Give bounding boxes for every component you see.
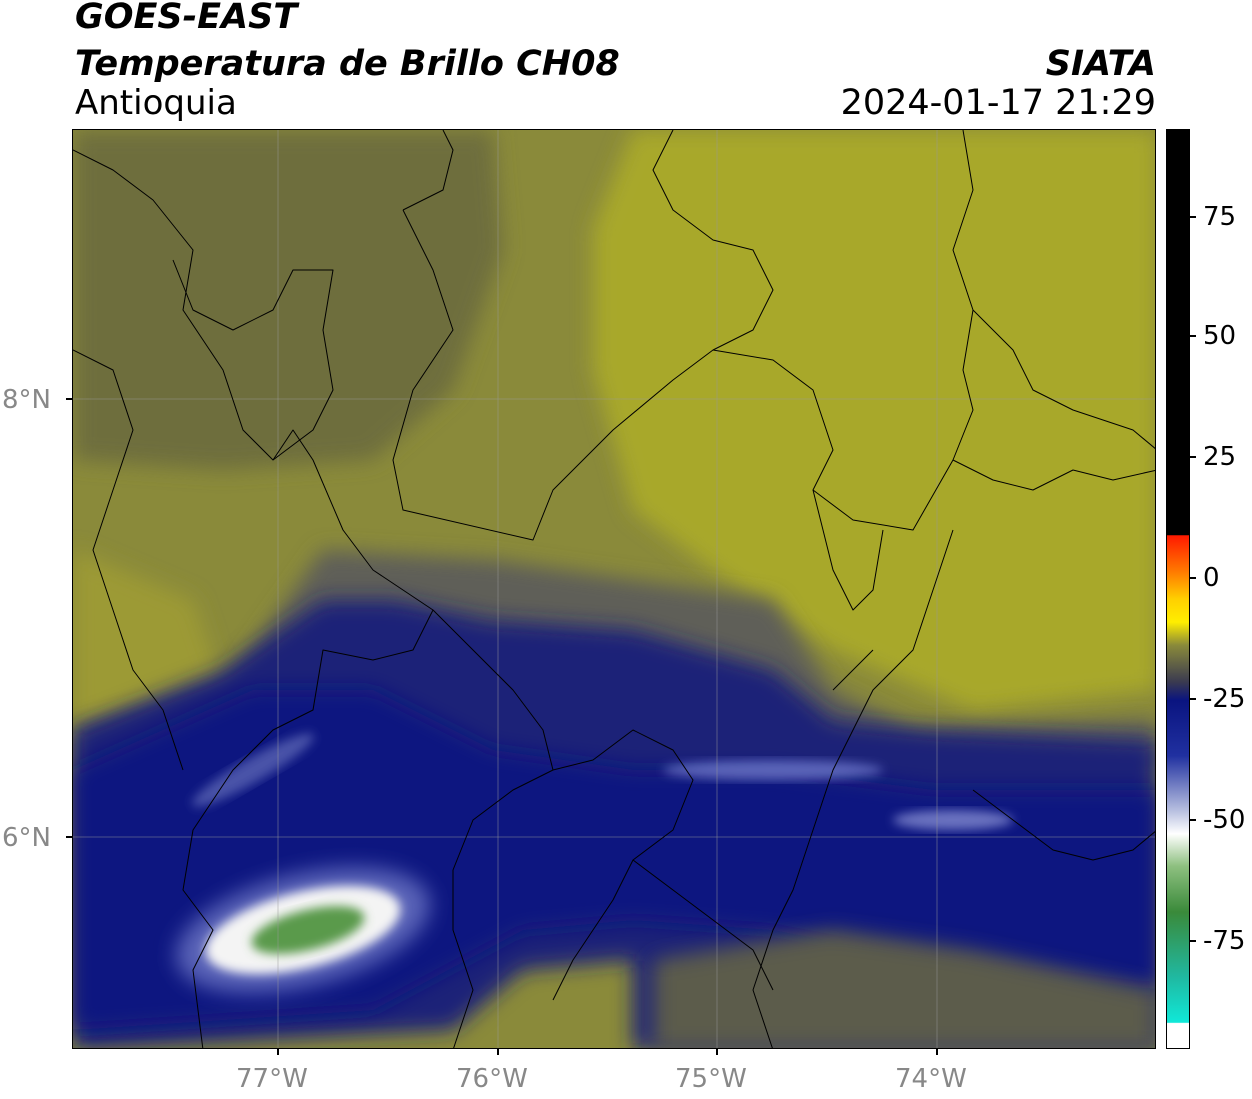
- border-risaralda: [632, 859, 774, 991]
- border-fragment: [832, 649, 874, 691]
- cb-label-minus75: -75: [1203, 926, 1246, 956]
- lon-tick-74w: [936, 1049, 938, 1055]
- lon-label-74w: 74°W: [895, 1064, 967, 1094]
- title-satellite: GOES-EAST: [75, 0, 298, 37]
- cb-tick-75: [1190, 216, 1196, 218]
- cb-label-50: 50: [1203, 321, 1237, 351]
- colorbar: [1166, 129, 1190, 1049]
- lat-tick-8n: [66, 398, 72, 400]
- coastline-gulf-uraba: [172, 259, 334, 461]
- border-antioquia-east: [752, 529, 954, 1048]
- lat-label-8n: 8°N: [2, 385, 51, 415]
- border-bolivar: [712, 130, 974, 531]
- border-east: [952, 459, 1155, 491]
- lat-label-6n: 6°N: [2, 823, 51, 853]
- graticule: [73, 130, 1155, 1048]
- field-streak-east: [663, 760, 883, 780]
- lat-tick-6n: [66, 836, 72, 838]
- border-antioquia-north: [392, 130, 774, 541]
- border-north-east: [972, 309, 1155, 449]
- lon-tick-77w: [277, 1049, 279, 1055]
- lon-tick-75w: [716, 1049, 718, 1055]
- lon-label-75w: 75°W: [675, 1064, 747, 1094]
- title-product: Temperatura de Brillo CH08: [75, 44, 620, 84]
- field-cold-green: [251, 906, 365, 954]
- cb-label-minus50: -50: [1203, 805, 1246, 835]
- cb-label-75: 75: [1203, 202, 1237, 232]
- organization-label: SIATA: [1045, 44, 1156, 84]
- colorbar-gradient: [1167, 130, 1189, 1048]
- field-yellow-east: [593, 130, 1155, 710]
- border-caldas: [552, 729, 694, 1001]
- lon-label-77w: 77°W: [236, 1064, 308, 1094]
- cb-label-0: 0: [1203, 563, 1220, 593]
- colorbar-fill: [1167, 130, 1189, 1048]
- cb-label-minus25: -25: [1203, 684, 1246, 714]
- border-santander: [812, 489, 884, 611]
- lon-label-76w: 76°W: [456, 1064, 528, 1094]
- border-choco: [432, 609, 554, 1048]
- admin-borders: [73, 130, 1155, 1048]
- cb-tick-50: [1190, 335, 1196, 337]
- cb-tick-25: [1190, 456, 1196, 458]
- map-canvas: [73, 130, 1155, 1048]
- lon-tick-76w: [497, 1049, 499, 1055]
- coastline-pacific: [73, 149, 434, 1048]
- cb-tick-0: [1190, 577, 1196, 579]
- cb-tick-minus75: [1190, 940, 1196, 942]
- field-south-olive: [653, 930, 1155, 1048]
- field-dark-olive-northwest: [73, 130, 503, 470]
- cb-tick-minus50: [1190, 819, 1196, 821]
- coastline-west: [73, 349, 184, 771]
- region-label: Antioquia: [75, 83, 237, 123]
- map-panel: [72, 129, 1156, 1049]
- cb-tick-minus25: [1190, 698, 1196, 700]
- cb-label-25: 25: [1203, 442, 1237, 472]
- field-streak-far-east: [893, 810, 1013, 830]
- coastline-caribbean: [402, 130, 454, 211]
- field-streak-west: [192, 733, 314, 807]
- border-boyaca: [972, 789, 1155, 861]
- timestamp-label: 2024-01-17 21:29: [840, 83, 1156, 123]
